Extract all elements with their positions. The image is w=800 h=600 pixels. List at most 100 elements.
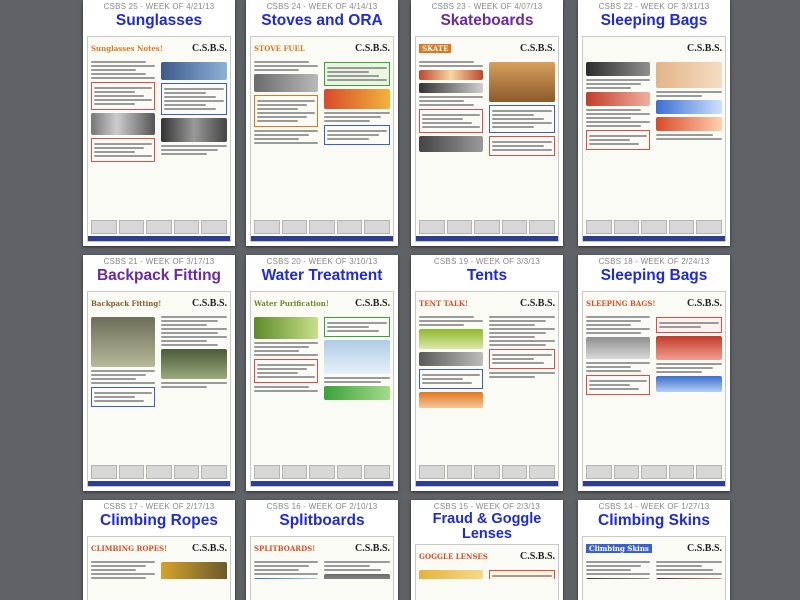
sleeping-bag-photo bbox=[586, 337, 650, 359]
newsletter-card-sleeping-bags-2[interactable]: CSBS 18 - WEEK OF 2/24/13 Sleeping Bags … bbox=[578, 255, 730, 491]
newsletter-column-right bbox=[161, 314, 227, 460]
card-week-label: CSBS 17 - WEEK OF 2/17/13 bbox=[103, 502, 215, 511]
brand-logos-strip bbox=[254, 220, 390, 234]
newsletter-banner: GOGGLE LENSES bbox=[419, 551, 488, 561]
csbs-logo: C.S.B.S. bbox=[354, 297, 390, 309]
card-header: CSBS 16 - WEEK OF 2/10/13 Splitboards bbox=[246, 500, 398, 533]
card-week-label: CSBS 20 - WEEK OF 3/10/13 bbox=[266, 257, 378, 266]
newsletter-card-stoves-and-ora[interactable]: CSBS 24 - WEEK OF 4/14/13 Stoves and ORA… bbox=[246, 0, 398, 246]
csbs-logo: C.S.B.S. bbox=[354, 42, 390, 54]
brand-logos-strip bbox=[254, 465, 390, 479]
skateboard-deck-photo bbox=[419, 70, 483, 80]
newsletter-footer-bar bbox=[251, 236, 393, 241]
newsletter-header: C.S.B.S. bbox=[586, 40, 722, 56]
csbs-logo: C.S.B.S. bbox=[354, 542, 390, 554]
newsletter-footer-bar bbox=[88, 236, 230, 241]
card-header: CSBS 15 - WEEK OF 2/3/13 Fraud & Goggle … bbox=[411, 500, 563, 542]
card-header: CSBS 20 - WEEK OF 3/10/13 Water Treatmen… bbox=[246, 255, 398, 288]
bivy-photo bbox=[419, 352, 483, 366]
newsletter-banner: SPLITBOARDS! bbox=[254, 543, 316, 553]
newsletter-footer-bar bbox=[583, 236, 725, 241]
sleeping-bag-photo bbox=[656, 336, 722, 360]
shoe-photo bbox=[586, 92, 650, 106]
csbs-logo: C.S.B.S. bbox=[519, 297, 555, 309]
backpack-photo bbox=[161, 349, 227, 379]
newsletter-thumbnail: SKATE C.S.B.S. bbox=[415, 36, 559, 242]
backpack-photo bbox=[91, 317, 155, 367]
newsletter-column-left bbox=[419, 59, 483, 215]
water-filter-photo bbox=[254, 317, 318, 339]
newsletter-card-water-treatment[interactable]: CSBS 20 - WEEK OF 3/10/13 Water Treatmen… bbox=[246, 255, 398, 491]
newsletter-column-right bbox=[161, 59, 227, 215]
newsletter-card-tents[interactable]: CSBS 19 - WEEK OF 3/3/13 Tents TENT TALK… bbox=[411, 255, 563, 491]
newsletter-banner: SKATE bbox=[419, 43, 452, 53]
newsletter-column-left bbox=[419, 314, 483, 460]
newsletter-thumbnail: Sunglasses Notes! C.S.B.S. bbox=[87, 36, 231, 242]
newsletter-column-left bbox=[91, 314, 155, 460]
newsletter-banner: TENT TALK! bbox=[419, 298, 468, 308]
skateboard-wheel-photo bbox=[419, 83, 483, 93]
newsletter-card-sunglasses[interactable]: CSBS 25 - WEEK OF 4/21/13 Sunglasses Sun… bbox=[83, 0, 235, 246]
newsletter-card-fraud-goggle-lenses[interactable]: CSBS 15 - WEEK OF 2/3/13 Fraud & Goggle … bbox=[411, 500, 563, 600]
newsletter-card-splitboards[interactable]: CSBS 16 - WEEK OF 2/10/13 Splitboards SP… bbox=[246, 500, 398, 600]
newsletter-banner: Climbing Skins bbox=[586, 543, 652, 553]
csbs-logo: C.S.B.S. bbox=[191, 297, 227, 309]
card-title: Water Treatment bbox=[261, 267, 383, 284]
csbs-logo: C.S.B.S. bbox=[686, 297, 722, 309]
newsletter-column-left bbox=[586, 559, 650, 579]
newsletter-column-right bbox=[489, 567, 555, 579]
newsletter-column-right bbox=[489, 314, 555, 460]
card-week-label: CSBS 25 - WEEK OF 4/21/13 bbox=[103, 2, 215, 11]
card-title: Fraud & Goggle Lenses bbox=[432, 511, 542, 542]
csbs-logo: C.S.B.S. bbox=[686, 42, 722, 54]
splitboard-photo bbox=[254, 578, 318, 579]
rope-photo bbox=[161, 562, 227, 579]
newsletter-thumbnail: Climbing Skins C.S.B.S. bbox=[582, 536, 726, 600]
newsletter-column-left bbox=[586, 59, 650, 215]
newsletter-card-climbing-ropes[interactable]: CSBS 17 - WEEK OF 2/17/13 Climbing Ropes… bbox=[83, 500, 235, 600]
newsletter-header: Backpack Fitting! C.S.B.S. bbox=[91, 295, 227, 311]
newsletter-banner: CLIMBING ROPES! bbox=[91, 543, 168, 553]
csbs-logo: C.S.B.S. bbox=[519, 550, 555, 562]
stove-photo bbox=[254, 74, 318, 92]
splitboard-photo bbox=[324, 574, 390, 579]
newsletter-header: Sunglasses Notes! C.S.B.S. bbox=[91, 40, 227, 56]
newsletter-column-left bbox=[254, 59, 318, 215]
card-header: CSBS 14 - WEEK OF 1/27/13 Climbing Skins bbox=[578, 500, 730, 533]
brand-logos-strip bbox=[91, 220, 227, 234]
foot-diagram bbox=[656, 62, 722, 88]
newsletter-column-left bbox=[91, 59, 155, 215]
csbs-logo: C.S.B.S. bbox=[191, 542, 227, 554]
card-title: Skateboards bbox=[440, 12, 534, 29]
card-week-label: CSBS 19 - WEEK OF 3/3/13 bbox=[433, 257, 541, 266]
card-week-label: CSBS 15 - WEEK OF 2/3/13 bbox=[433, 502, 541, 511]
longboard-photo bbox=[419, 136, 483, 152]
newsletter-banner: STOVE FUEL bbox=[254, 43, 305, 53]
card-title: Sleeping Bags bbox=[600, 267, 708, 284]
newsletter-banner: Sunglasses Notes! bbox=[91, 43, 163, 53]
goggle-lens-photo bbox=[419, 570, 483, 579]
newsletter-thumbnail: SPLITBOARDS! C.S.B.S. bbox=[250, 536, 394, 600]
fuel-canister-photo bbox=[324, 89, 390, 109]
climbing-skin-photo bbox=[656, 578, 722, 579]
newsletter-thumbnail: TENT TALK! C.S.B.S. bbox=[415, 291, 559, 487]
card-week-label: CSBS 24 - WEEK OF 4/14/13 bbox=[266, 2, 378, 11]
card-header: CSBS 21 - WEEK OF 3/17/13 Backpack Fitti… bbox=[83, 255, 235, 288]
newsletter-column-left bbox=[419, 567, 483, 579]
newsletter-card-backpack-fitting[interactable]: CSBS 21 - WEEK OF 3/17/13 Backpack Fitti… bbox=[83, 255, 235, 491]
card-header: CSBS 24 - WEEK OF 4/14/13 Stoves and ORA bbox=[246, 0, 398, 33]
brand-logos-strip bbox=[91, 465, 227, 479]
newsletter-footer-bar bbox=[416, 481, 558, 486]
newsletter-card-sleeping-bags[interactable]: CSBS 22 - WEEK OF 3/31/13 Sleeping Bags … bbox=[578, 0, 730, 246]
newsletter-column-right bbox=[324, 559, 390, 579]
lens-photo bbox=[161, 118, 227, 142]
newsletter-column-right bbox=[656, 59, 722, 215]
newsletter-header: STOVE FUEL C.S.B.S. bbox=[254, 40, 390, 56]
card-header: CSBS 23 - WEEK OF 4/07/13 Skateboards bbox=[411, 0, 563, 33]
purifier-photo bbox=[324, 386, 390, 400]
newsletter-column-left bbox=[91, 559, 155, 579]
newsletter-thumbnail: Water Purification! C.S.B.S. bbox=[250, 291, 394, 487]
newsletter-card-climbing-skins[interactable]: CSBS 14 - WEEK OF 1/27/13 Climbing Skins… bbox=[578, 500, 730, 600]
newsletter-header: SLEEPING BAGS! C.S.B.S. bbox=[586, 295, 722, 311]
newsletter-card-skateboards[interactable]: CSBS 23 - WEEK OF 4/07/13 Skateboards SK… bbox=[411, 0, 563, 246]
